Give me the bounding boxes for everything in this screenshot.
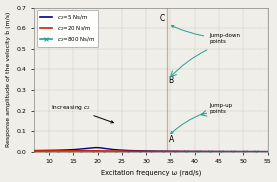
- Text: Increasing $c_2$: Increasing $c_2$: [51, 103, 113, 123]
- Text: C: C: [159, 14, 165, 23]
- Legend: $c_2$=5 Ns/m, $c_2$=20 Ns/m, $c_2$=800 Ns/m: $c_2$=5 Ns/m, $c_2$=20 Ns/m, $c_2$=800 N…: [37, 10, 98, 47]
- Text: A: A: [168, 135, 174, 144]
- Text: Jump-up
points: Jump-up points: [171, 103, 232, 134]
- X-axis label: Excitation frequency ω (rad/s): Excitation frequency ω (rad/s): [101, 170, 201, 176]
- Text: B: B: [168, 76, 174, 85]
- Y-axis label: Response amplitude of the velocity ḃ (m/s): Response amplitude of the velocity ḃ (m/…: [6, 12, 11, 147]
- Text: Jump-down
points: Jump-down points: [171, 26, 240, 44]
